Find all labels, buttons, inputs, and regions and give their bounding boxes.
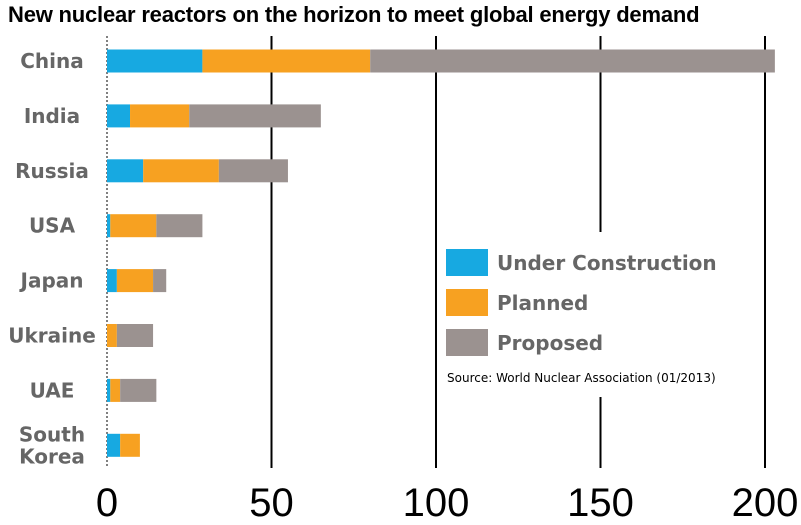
bar-russia-proposed [218, 159, 288, 183]
chart-title: New nuclear reactors on the horizon to m… [8, 2, 700, 27]
legend-swatch-proposed [446, 329, 488, 356]
x-tick-label-50: 50 [249, 481, 294, 525]
category-label-uae: UAE [30, 378, 75, 402]
bar-china-proposed [370, 49, 775, 73]
bar-usa-proposed [156, 214, 203, 238]
category-labels: China India Russia USA Japan Ukraine UAE South K… [8, 49, 96, 468]
legend-swatch-planned [446, 289, 488, 316]
legend-label-proposed: Proposed [497, 331, 603, 355]
bar-south-korea-planned [120, 433, 140, 457]
bar-japan-under-construction [107, 269, 117, 293]
bar-china-planned [202, 49, 371, 73]
bar-russia-planned [143, 159, 219, 183]
bar-south-korea-under-construction [107, 433, 121, 457]
category-label-japan: Japan [19, 269, 84, 293]
x-tick-label-200: 200 [732, 481, 799, 525]
bar-uae-planned [110, 378, 121, 402]
bar-japan-proposed [153, 269, 167, 293]
category-label-china: China [20, 49, 84, 73]
category-label-south-korea: South Korea [19, 422, 85, 468]
legend-background [437, 232, 757, 397]
category-label-usa: USA [29, 214, 76, 238]
bar-china-under-construction [107, 49, 203, 73]
bar-india-proposed [189, 104, 321, 128]
bar-india-planned [130, 104, 190, 128]
legend-swatch-under-construction [446, 249, 488, 276]
x-tick-label-0: 0 [96, 481, 118, 525]
x-tick-label-150: 150 [567, 481, 634, 525]
x-tick-labels: 0 50 100 150 200 [96, 481, 799, 525]
legend-label-planned: Planned [497, 291, 588, 315]
bar-ukraine-proposed [116, 324, 154, 347]
bar-uae-under-construction [107, 378, 111, 402]
legend-label-under-construction: Under Construction [497, 251, 717, 275]
category-label-india: India [24, 104, 80, 128]
legend: Under Construction Planned Proposed [437, 232, 757, 397]
bar-russia-under-construction [107, 159, 144, 183]
category-label-ukraine: Ukraine [8, 324, 96, 348]
bar-uae-proposed [120, 378, 157, 402]
source-note: Source: World Nuclear Association (01/20… [447, 371, 716, 385]
bar-ukraine-planned [107, 324, 117, 347]
bar-india-under-construction [107, 104, 131, 128]
bars [107, 49, 775, 457]
x-tick-label-100: 100 [403, 481, 470, 525]
bar-usa-planned [110, 214, 157, 238]
category-label-russia: Russia [15, 159, 89, 183]
bar-japan-planned [116, 269, 154, 293]
bar-usa-under-construction [107, 214, 111, 238]
